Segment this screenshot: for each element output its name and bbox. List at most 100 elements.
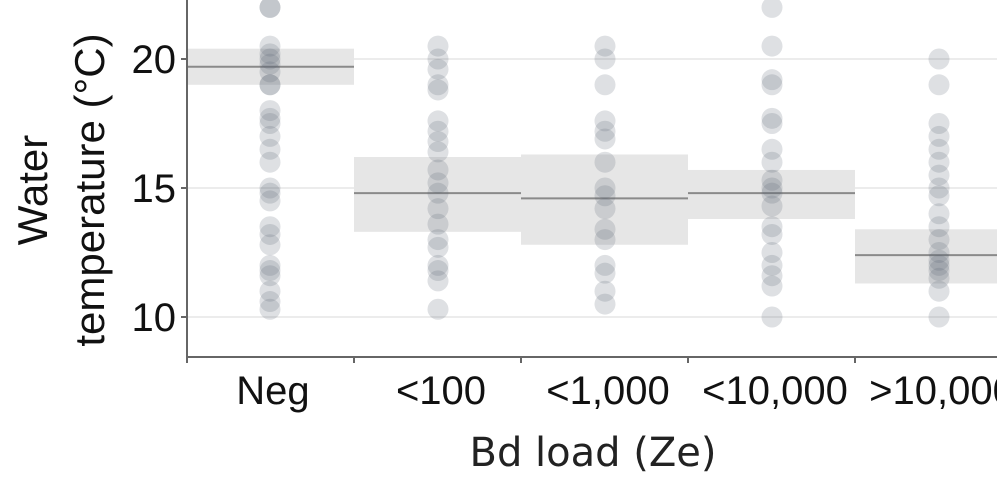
- point-<1,000-14: [594, 280, 616, 302]
- point-<100-4: [427, 79, 449, 101]
- point-<100-3: [427, 74, 449, 96]
- point->10,000-9: [928, 203, 950, 225]
- point-<1,000-4: [594, 120, 616, 142]
- point-<1,000-3: [594, 110, 616, 132]
- point-<1,000-13: [594, 262, 616, 284]
- point-<1,000-9: [594, 198, 616, 220]
- point-Neg-3: [259, 43, 281, 65]
- point-Neg-20: [259, 234, 281, 256]
- x-category-label-1: <100: [396, 369, 486, 413]
- point-<10,000-18: [761, 306, 783, 328]
- point-<100-9: [427, 159, 449, 181]
- point->10,000-17: [928, 280, 950, 302]
- point->10,000-5: [928, 151, 950, 173]
- point-<10,000-2: [761, 69, 783, 91]
- point-Neg-10: [259, 107, 281, 129]
- point-Neg-18: [259, 216, 281, 238]
- point-Neg-4: [259, 48, 281, 70]
- point->10,000-7: [928, 177, 950, 199]
- point-Neg-1: [259, 0, 281, 18]
- band-<1,000: [521, 154, 688, 245]
- point-<1,000-1: [594, 48, 616, 70]
- point-<100-15: [427, 236, 449, 258]
- point-Neg-7: [259, 74, 281, 96]
- y-tick-labels: 10 15 20: [132, 38, 177, 340]
- point-<10,000-1: [761, 35, 783, 57]
- point-Neg-11: [259, 113, 281, 134]
- point-<1,000-5: [594, 128, 616, 150]
- point->10,000-15: [928, 260, 950, 282]
- point-<10,000-13: [761, 223, 783, 245]
- point->10,000-14: [928, 254, 950, 276]
- point-<100-17: [427, 260, 449, 282]
- point-Neg-23: [259, 265, 281, 287]
- point-<10,000-11: [761, 195, 783, 217]
- point-<10,000-16: [761, 265, 783, 287]
- band-<100: [354, 157, 521, 232]
- point->10,000-3: [928, 125, 950, 147]
- point-<100-18: [427, 270, 449, 292]
- point-<1,000-6: [594, 151, 616, 173]
- point-<1,000-11: [594, 229, 616, 251]
- point-<1,000-8: [594, 185, 616, 207]
- point-<1,000-2: [594, 74, 616, 96]
- point-Neg-0: [259, 0, 281, 18]
- point->10,000-4: [928, 138, 950, 160]
- point-<10,000-0: [761, 0, 783, 18]
- summary-bands: [187, 48, 997, 284]
- point-<10,000-9: [761, 177, 783, 199]
- point-Neg-19: [259, 223, 281, 245]
- point-<100-13: [427, 213, 449, 235]
- x-category-label-0: Neg: [236, 369, 309, 413]
- point-Neg-6: [259, 61, 281, 83]
- point-Neg-16: [259, 182, 281, 204]
- point-Neg-21: [259, 254, 281, 276]
- data-points: [259, 0, 950, 328]
- point-<10,000-7: [761, 151, 783, 173]
- point->10,000-16: [928, 267, 950, 289]
- point-Neg-15: [259, 177, 281, 199]
- y-axis-title-line-1: Water: [9, 135, 56, 245]
- point-<100-8: [427, 141, 449, 163]
- point-<10,000-5: [761, 113, 783, 134]
- y-tick-label-20: 20: [132, 38, 177, 82]
- point-Neg-14: [259, 151, 281, 173]
- point-<10,000-6: [761, 138, 783, 160]
- point-<100-1: [427, 48, 449, 70]
- point-Neg-24: [259, 280, 281, 302]
- axes: [181, 0, 997, 363]
- point->10,000-11: [928, 229, 950, 251]
- point-<1,000-12: [594, 254, 616, 276]
- point->10,000-12: [928, 242, 950, 263]
- x-category-label-2: <1,000: [546, 369, 669, 413]
- point-<10,000-4: [761, 107, 783, 129]
- point-<100-7: [427, 131, 449, 153]
- x-category-label-4: >10,000: [869, 369, 997, 413]
- point-<1,000-15: [594, 293, 616, 315]
- point-<100-6: [427, 120, 449, 142]
- band-<10,000: [688, 169, 855, 219]
- point-Neg-17: [259, 190, 281, 212]
- point-<100-16: [427, 254, 449, 276]
- point-<10,000-15: [761, 254, 783, 276]
- point-<10,000-3: [761, 74, 783, 96]
- y-axis-title-line-2: temperature (°C): [66, 33, 113, 346]
- point-<1,000-10: [594, 218, 616, 240]
- point-<1,000-0: [594, 35, 616, 57]
- point-<10,000-14: [761, 242, 783, 263]
- point->10,000-13: [928, 249, 950, 271]
- point-<100-2: [427, 58, 449, 80]
- point-<10,000-12: [761, 216, 783, 238]
- point-Neg-26: [259, 298, 281, 320]
- point->10,000-6: [928, 164, 950, 186]
- x-axis-title: Bd load (Ze): [470, 430, 717, 476]
- point->10,000-10: [928, 216, 950, 238]
- point->10,000-1: [928, 74, 950, 96]
- x-category-label-3: <10,000: [702, 369, 848, 413]
- point-<100-5: [427, 110, 449, 132]
- point-<100-11: [427, 182, 449, 204]
- point-<10,000-10: [761, 182, 783, 204]
- point-<100-12: [427, 198, 449, 220]
- point-<100-14: [427, 229, 449, 251]
- point-<10,000-8: [761, 169, 783, 191]
